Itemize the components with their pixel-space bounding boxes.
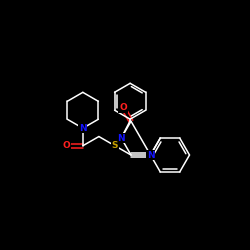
- Text: N: N: [79, 124, 87, 133]
- Text: O: O: [62, 141, 70, 150]
- Text: O: O: [119, 103, 127, 112]
- Text: N: N: [118, 134, 125, 142]
- Text: N: N: [147, 150, 154, 160]
- Text: S: S: [112, 141, 118, 150]
